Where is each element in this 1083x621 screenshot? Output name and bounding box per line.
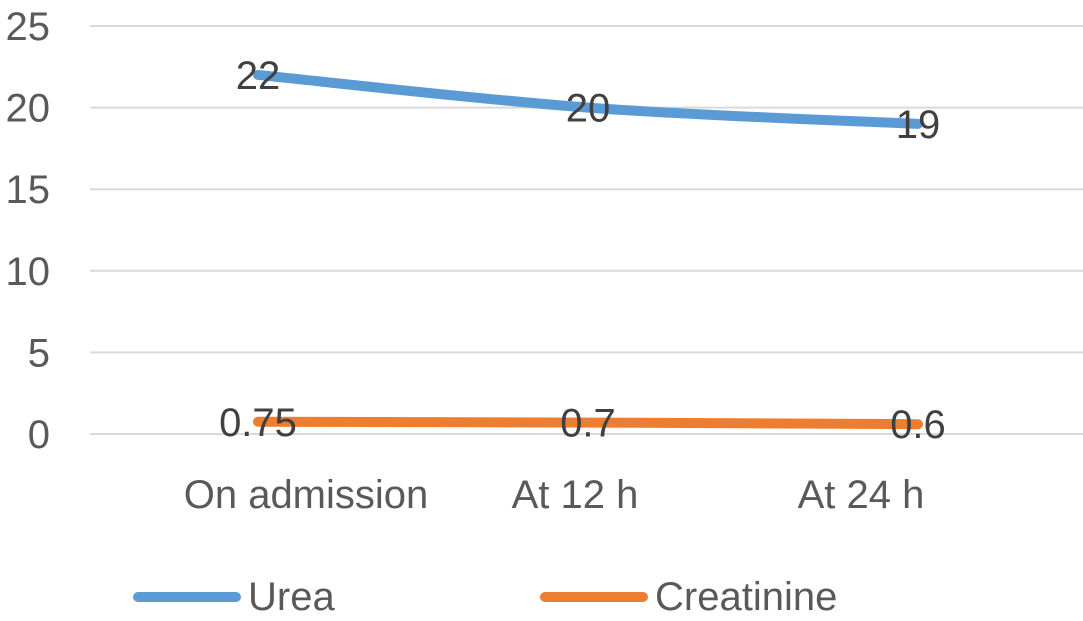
data-label-urea-1: 20 — [566, 87, 611, 131]
data-label-creatinine-1: 0.7 — [560, 402, 616, 446]
x-tick-label-1: At 12 h — [512, 473, 639, 517]
series-lines — [253, 69, 923, 430]
y-tick-label-10: 10 — [6, 250, 51, 294]
data-labels: 22 20 19 0.75 0.7 0.6 — [219, 54, 946, 447]
series-line-creatinine — [253, 416, 923, 430]
legend-item-creatinine: Creatinine — [540, 575, 837, 619]
data-label-creatinine-0: 0.75 — [219, 401, 297, 445]
y-axis-tick-labels: 0 5 10 15 20 25 — [6, 5, 51, 457]
data-label-urea-0: 22 — [236, 54, 281, 98]
legend-label-urea: Urea — [248, 575, 335, 619]
legend-item-urea: Urea — [133, 575, 335, 619]
series-line-urea — [253, 69, 923, 129]
data-label-creatinine-2: 0.6 — [890, 403, 946, 447]
y-tick-label-5: 5 — [28, 331, 50, 375]
x-axis-tick-labels: On admission At 12 h At 24 h — [184, 473, 925, 517]
legend: Urea Creatinine — [133, 575, 837, 619]
x-tick-label-0: On admission — [184, 473, 429, 517]
legend-label-creatinine: Creatinine — [655, 575, 837, 619]
x-tick-label-2: At 24 h — [798, 473, 925, 517]
y-tick-label-20: 20 — [6, 87, 51, 131]
data-label-urea-2: 19 — [896, 103, 941, 147]
y-tick-label-15: 15 — [6, 168, 51, 212]
y-tick-label-0: 0 — [28, 413, 50, 457]
y-tick-label-25: 25 — [6, 5, 51, 49]
